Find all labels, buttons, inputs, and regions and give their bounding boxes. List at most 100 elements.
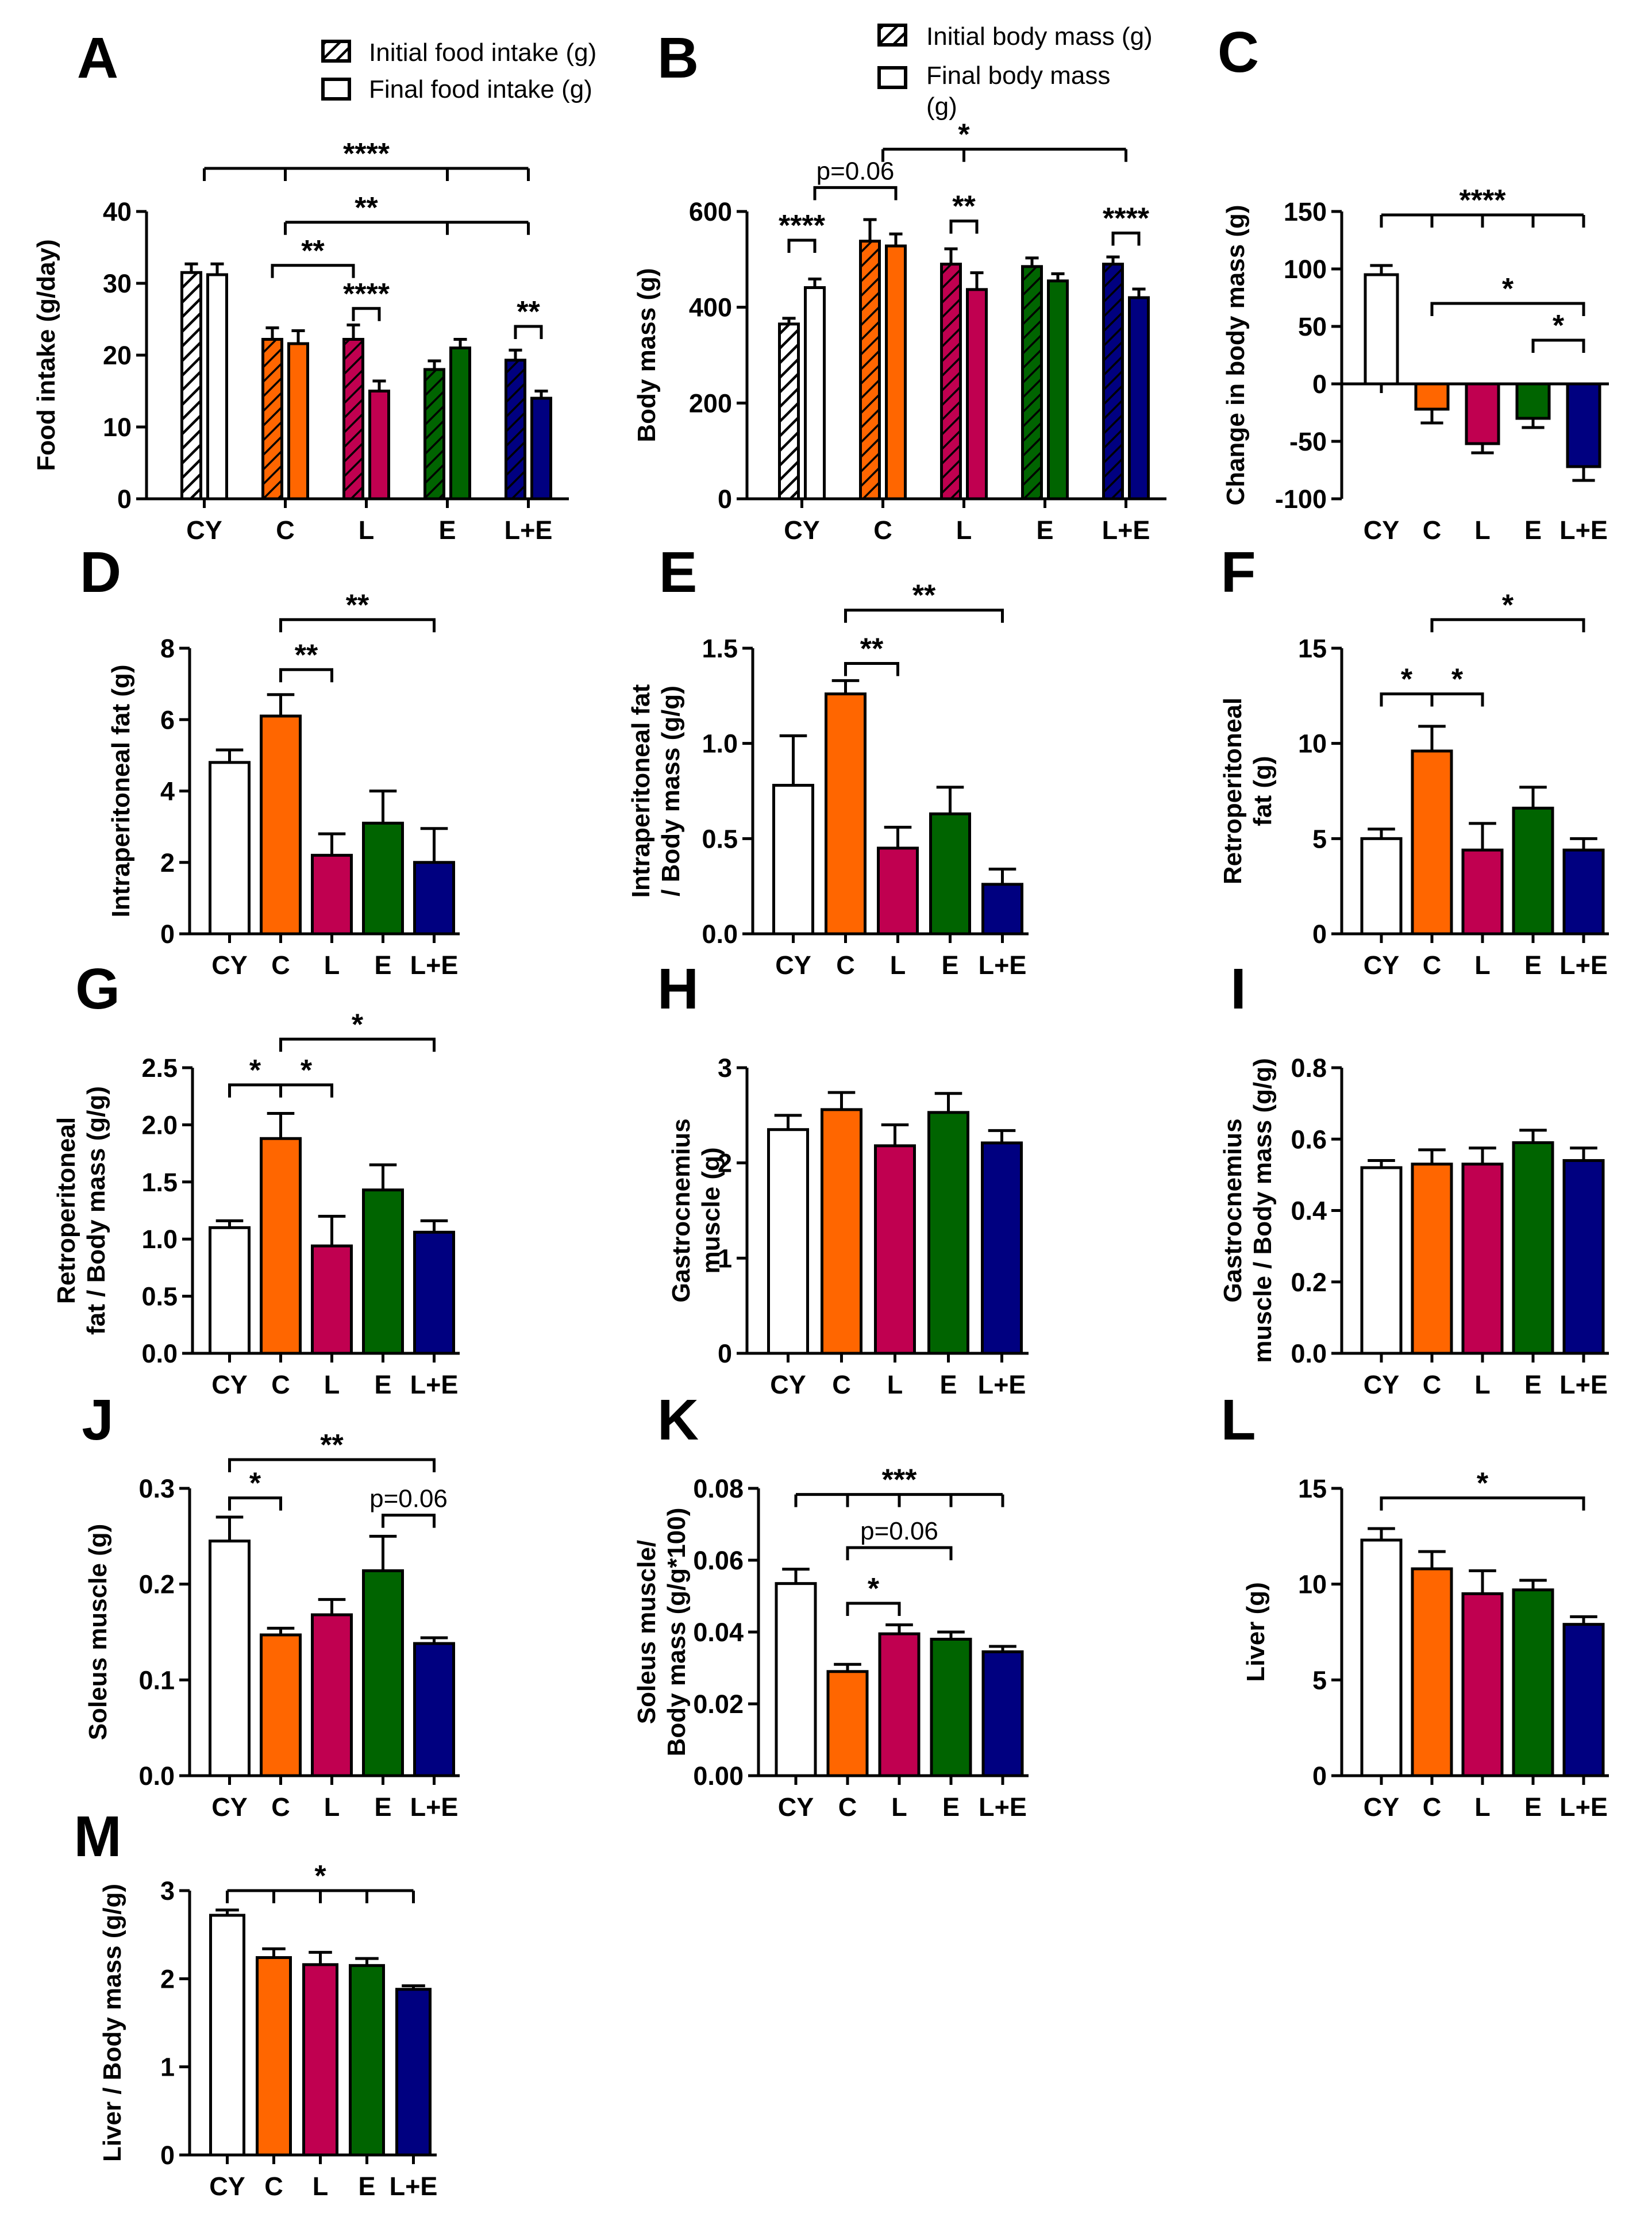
bar-CY	[767, 1128, 809, 1355]
y-tick-label: 0.3	[138, 1474, 175, 1503]
bar-L+E	[1562, 1623, 1605, 1777]
legend-body-mass: Initial body mass (g) Final body mass (g…	[877, 22, 1153, 121]
x-tick-label-CY: CY	[211, 1370, 248, 1399]
y-tick-label: 600	[689, 197, 732, 226]
x-tick-label-C: C	[873, 515, 892, 545]
bar-C	[260, 1633, 302, 1777]
bar-E	[362, 1569, 404, 1777]
x-tick-label-E: E	[939, 1370, 957, 1399]
bar-L-final	[368, 390, 390, 501]
significance-label: ****	[1460, 184, 1507, 217]
bar-E-final	[449, 347, 471, 501]
y-tick-label: 0	[718, 1339, 732, 1368]
x-tick-label-L: L	[1474, 1370, 1491, 1399]
significance-label: ****	[779, 209, 826, 243]
bar-L+E-final	[1128, 296, 1150, 501]
x-tick-label-CY: CY	[211, 950, 248, 980]
panel-letter-I: I	[1230, 957, 1246, 1021]
significance-bracket	[787, 238, 817, 253]
panel-letter-E: E	[659, 540, 698, 605]
x-tick-label-L: L	[324, 950, 340, 980]
bar-C-initial	[859, 240, 881, 501]
bar-C	[1411, 749, 1453, 936]
bar-E	[1512, 1141, 1554, 1355]
legend-food-intake: Initial food intake (g) Final food intak…	[321, 39, 596, 103]
x-tick-label-C: C	[1423, 515, 1442, 545]
x-tick-label-L+E: L+E	[390, 2172, 438, 2201]
x-tick-label-E: E	[1036, 515, 1053, 545]
x-tick-label-CY: CY	[1364, 1370, 1400, 1399]
significance-bracket	[352, 307, 381, 321]
y-tick-label: 40	[103, 197, 132, 226]
bar-E	[1512, 1588, 1554, 1777]
legend-label-final-body: Final body mass	[926, 61, 1110, 90]
bar-L-final	[966, 288, 988, 501]
y-tick-label: 0.0	[1291, 1339, 1327, 1368]
panel-letter-G: G	[75, 957, 120, 1021]
x-tick-label-E: E	[438, 515, 456, 545]
bar-CY	[209, 1540, 251, 1777]
x-tick-label-L: L	[956, 515, 972, 545]
panel-letter-A: A	[77, 26, 118, 90]
panel-K: K 0.00 0.02 0.04 0.06 0.08 CY C L E L+E Soleus musc…	[633, 1388, 1029, 1822]
y-tick-label: -100	[1275, 484, 1327, 514]
y-tick-label: 200	[689, 388, 732, 418]
bar-CY	[209, 761, 251, 936]
x-tick-label-L: L	[1474, 950, 1491, 980]
bar-L+E	[1566, 382, 1601, 468]
bar-C	[821, 1108, 862, 1355]
y-tick-label: 0	[1312, 919, 1327, 949]
x-tick-label-L+E: L+E	[1559, 515, 1608, 545]
x-tick-label-L+E: L+E	[505, 515, 553, 545]
y-axis-label: muscle / Body mass (g/g)	[1249, 1058, 1277, 1363]
x-tick-label-CY: CY	[209, 2172, 245, 2201]
bar-CY	[772, 784, 814, 936]
x-tick-label-CY: CY	[775, 950, 811, 980]
y-axis-label: fat (g)	[1249, 756, 1277, 826]
y-tick-label: 100	[1284, 255, 1327, 284]
y-tick-label: 0	[1312, 370, 1327, 399]
y-tick-label: 15	[1298, 634, 1327, 663]
y-tick-label: 10	[1298, 729, 1327, 759]
y-axis-label: fat / Body mass (g/g)	[82, 1086, 110, 1335]
bar-C	[826, 1670, 869, 1777]
y-tick-label: 1	[718, 1244, 732, 1273]
y-tick-label: 1.5	[702, 634, 738, 663]
significance-label: *	[1502, 588, 1514, 622]
bar-C	[825, 692, 867, 936]
y-axis-label: Gastrocnemius	[667, 1118, 695, 1302]
significance-label: *	[958, 118, 970, 152]
y-tick-label: 10	[103, 413, 132, 442]
x-tick-label-CY: CY	[1364, 950, 1400, 980]
y-axis-label: Retroperitoneal	[1219, 698, 1247, 884]
y-tick-label: 8	[160, 634, 175, 663]
legend-label-final-body-unit: (g)	[926, 93, 957, 121]
x-tick-label-L+E: L+E	[1102, 515, 1150, 545]
significance-bracket	[228, 1458, 436, 1472]
significance-label: p=0.06	[817, 157, 895, 185]
x-tick-label-C: C	[264, 2172, 283, 2201]
significance-bracket	[1531, 338, 1585, 353]
x-tick-label-L+E: L+E	[979, 1792, 1027, 1822]
y-axis-label: Soleus muscle (g)	[84, 1524, 112, 1741]
bar-C	[1414, 382, 1450, 411]
x-tick-label-L: L	[324, 1792, 340, 1822]
x-tick-label-L+E: L+E	[410, 1370, 459, 1399]
significance-bracket	[1111, 232, 1141, 246]
significance-label: *	[1502, 272, 1514, 306]
bar-L	[302, 1963, 338, 2157]
bar-C-final	[885, 244, 907, 501]
significance-label: *	[301, 1054, 313, 1087]
panel-letter-B: B	[657, 26, 699, 90]
x-tick-label-E: E	[374, 950, 391, 980]
y-tick-label: 0	[160, 919, 175, 949]
panel-letter-F: F	[1220, 540, 1256, 605]
x-tick-label-E: E	[1524, 1370, 1542, 1399]
y-axis-label: Soleus muscle/	[633, 1540, 661, 1724]
bar-L+E	[1562, 848, 1605, 936]
bar-E-final	[1047, 279, 1069, 501]
x-tick-label-L: L	[359, 515, 375, 545]
panel-letter-C: C	[1218, 20, 1259, 84]
bar-L	[311, 1613, 353, 1777]
x-tick-label-L+E: L+E	[978, 1370, 1026, 1399]
